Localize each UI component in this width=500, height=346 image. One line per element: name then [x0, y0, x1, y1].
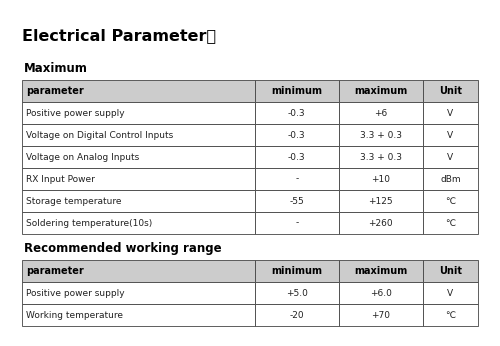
Bar [255, 168, 339, 190]
Bar [22, 260, 255, 282]
Bar [423, 80, 478, 102]
Text: Maximum: Maximum [24, 62, 88, 75]
Bar [423, 212, 478, 234]
Bar [255, 304, 339, 326]
Text: +260: +260 [368, 219, 393, 228]
Text: +5.0: +5.0 [286, 289, 308, 298]
Text: 3.3 + 0.3: 3.3 + 0.3 [360, 130, 402, 139]
Text: -0.3: -0.3 [288, 109, 306, 118]
Text: +125: +125 [368, 197, 393, 206]
Text: +70: +70 [372, 310, 390, 319]
Text: Unit: Unit [439, 266, 462, 276]
Text: minimum: minimum [272, 86, 322, 96]
Text: Unit: Unit [439, 86, 462, 96]
Text: -: - [295, 219, 298, 228]
Text: V: V [448, 153, 454, 162]
Bar [423, 124, 478, 146]
Text: parameter: parameter [26, 266, 84, 276]
Text: -0.3: -0.3 [288, 153, 306, 162]
Bar [339, 146, 423, 168]
Text: Electrical Parameter：: Electrical Parameter： [22, 28, 216, 43]
Bar [22, 168, 255, 190]
Bar [22, 212, 255, 234]
Text: V: V [448, 289, 454, 298]
Bar [339, 80, 423, 102]
Text: Voltage on Digital Control Inputs: Voltage on Digital Control Inputs [26, 130, 174, 139]
Text: -0.3: -0.3 [288, 130, 306, 139]
Bar [339, 168, 423, 190]
Bar [339, 124, 423, 146]
Bar [339, 282, 423, 304]
Bar [22, 304, 255, 326]
Bar [22, 282, 255, 304]
Text: Soldering temperature(10s): Soldering temperature(10s) [26, 219, 152, 228]
Bar [22, 146, 255, 168]
Text: 3.3 + 0.3: 3.3 + 0.3 [360, 153, 402, 162]
Bar [22, 124, 255, 146]
Bar [22, 190, 255, 212]
Text: minimum: minimum [272, 266, 322, 276]
Bar [339, 260, 423, 282]
Bar [255, 80, 339, 102]
Text: Positive power supply: Positive power supply [26, 289, 124, 298]
Text: dBm: dBm [440, 174, 460, 183]
Bar [255, 212, 339, 234]
Text: ℃: ℃ [446, 197, 456, 206]
Bar [339, 190, 423, 212]
Text: maximum: maximum [354, 266, 408, 276]
Text: parameter: parameter [26, 86, 84, 96]
Bar [22, 102, 255, 124]
Text: Positive power supply: Positive power supply [26, 109, 124, 118]
Bar [339, 212, 423, 234]
Text: -55: -55 [290, 197, 304, 206]
Text: Voltage on Analog Inputs: Voltage on Analog Inputs [26, 153, 139, 162]
Bar [255, 190, 339, 212]
Bar [255, 282, 339, 304]
Bar [423, 190, 478, 212]
Text: Working temperature: Working temperature [26, 310, 123, 319]
Text: +6.0: +6.0 [370, 289, 392, 298]
Text: +6: +6 [374, 109, 388, 118]
Text: RX Input Power: RX Input Power [26, 174, 95, 183]
Text: -: - [295, 174, 298, 183]
Bar [255, 146, 339, 168]
Bar [255, 260, 339, 282]
Text: +10: +10 [372, 174, 390, 183]
Text: V: V [448, 130, 454, 139]
Text: V: V [448, 109, 454, 118]
Bar [423, 168, 478, 190]
Bar [423, 304, 478, 326]
Bar [339, 102, 423, 124]
Text: ℃: ℃ [446, 219, 456, 228]
Bar [423, 102, 478, 124]
Bar [255, 124, 339, 146]
Text: Recommended working range: Recommended working range [24, 242, 222, 255]
Text: maximum: maximum [354, 86, 408, 96]
Text: -20: -20 [290, 310, 304, 319]
Bar [22, 80, 255, 102]
Bar [339, 304, 423, 326]
Text: Storage temperature: Storage temperature [26, 197, 122, 206]
Bar [255, 102, 339, 124]
Bar [423, 146, 478, 168]
Text: ℃: ℃ [446, 310, 456, 319]
Bar [423, 282, 478, 304]
Bar [423, 260, 478, 282]
